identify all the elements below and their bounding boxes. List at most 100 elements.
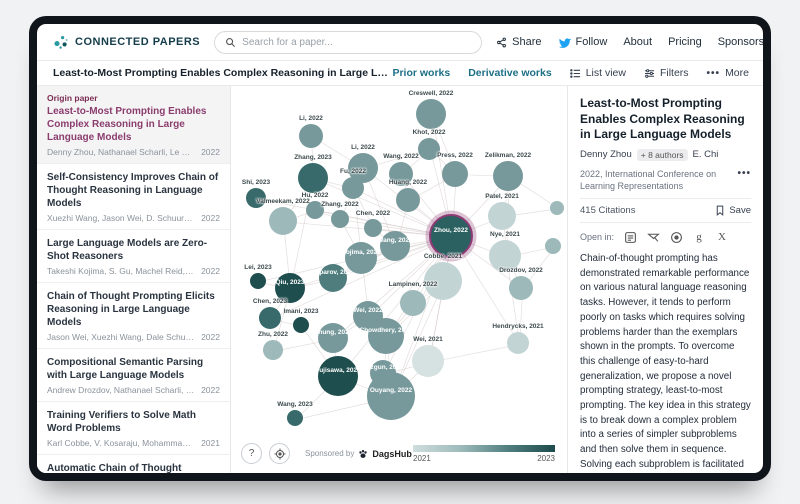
logo[interactable]: CONNECTED PAPERS xyxy=(53,34,200,50)
graph-node[interactable] xyxy=(367,372,415,420)
graph-node[interactable] xyxy=(293,317,309,333)
graph-node[interactable] xyxy=(306,201,324,219)
graph-node[interactable] xyxy=(418,138,440,160)
legend-gradient-bar xyxy=(413,445,555,452)
main-content: Origin paper Least-to-Most Prompting Ena… xyxy=(37,86,763,473)
paper-list-item[interactable]: Chain of Thought Prompting Elicits Reaso… xyxy=(37,283,230,349)
graph-node[interactable] xyxy=(488,202,516,230)
graph-node[interactable] xyxy=(299,124,323,148)
graph-node[interactable] xyxy=(509,276,533,300)
header-nav: Share Follow About Pricing xyxy=(496,32,763,53)
graph-node[interactable] xyxy=(318,356,358,396)
search-bar[interactable] xyxy=(214,30,483,54)
connected-papers-app: CONNECTED PAPERS xyxy=(37,24,763,473)
save-button[interactable]: Save xyxy=(715,205,751,216)
open-in-label: Open in: xyxy=(580,232,615,243)
graph-node[interactable] xyxy=(342,177,364,199)
graph-node[interactable] xyxy=(364,219,382,237)
logo-dots-icon xyxy=(53,34,69,50)
graph-node[interactable] xyxy=(493,161,523,191)
legend-start-year: 2021 xyxy=(413,454,431,463)
origin-paper-label: Origin paper xyxy=(47,93,98,103)
citations-row: 415 Citations Save xyxy=(580,198,751,224)
paper-reader-icon[interactable] xyxy=(623,230,637,244)
paper-details-panel: Least-to-Most Prompting Enables Complex … xyxy=(567,86,763,473)
graph-node[interactable] xyxy=(250,273,266,289)
graph-node[interactable] xyxy=(287,410,303,426)
graph-node[interactable] xyxy=(507,332,529,354)
help-button[interactable]: ? xyxy=(241,443,262,464)
twitter-icon xyxy=(558,36,571,49)
doi-icon[interactable] xyxy=(669,230,683,244)
save-label: Save xyxy=(729,205,751,217)
sponsors-link[interactable]: Sponsors xyxy=(718,36,763,48)
author-link[interactable]: E. Chi xyxy=(692,149,719,161)
graph-node[interactable] xyxy=(345,242,377,274)
pricing-label: Pricing xyxy=(668,36,702,48)
graph-node[interactable] xyxy=(489,240,521,272)
paper-item-authors: Xuezhi Wang, Jason Wei, D. Schuurmans,..… xyxy=(47,213,202,223)
share-label: Share xyxy=(512,36,542,48)
graph-node[interactable] xyxy=(416,99,446,129)
paper-list-item[interactable]: Automatic Chain of Thought Prompting in … xyxy=(37,455,230,473)
graph-node[interactable] xyxy=(550,201,564,215)
graph-node[interactable] xyxy=(319,264,347,292)
paper-item-meta: Takeshi Kojima, S. Gu, Machel Reid, Yuta… xyxy=(47,266,220,276)
paper-list-sidebar: Origin paper Least-to-Most Prompting Ena… xyxy=(37,86,231,473)
about-link[interactable]: About xyxy=(623,36,652,48)
paper-list-item[interactable]: Compositional Semantic Parsing with Larg… xyxy=(37,349,230,402)
semantic-scholar-icon[interactable] xyxy=(646,230,660,244)
graph-node[interactable] xyxy=(298,163,328,193)
paper-list-item[interactable]: Origin paper Least-to-Most Prompting Ena… xyxy=(37,86,230,164)
filters-button[interactable]: Filters xyxy=(644,67,689,79)
graph-node[interactable] xyxy=(396,188,420,212)
graph-node[interactable] xyxy=(331,210,349,228)
graph-node[interactable] xyxy=(318,323,348,353)
paper-item-title: Large Language Models are Zero-Shot Reas… xyxy=(47,238,208,262)
paper-options-button[interactable]: ••• xyxy=(737,167,751,179)
graph-node[interactable] xyxy=(275,273,305,303)
graph-node[interactable] xyxy=(545,238,561,254)
follow-button[interactable]: Follow xyxy=(558,36,607,49)
app-header: CONNECTED PAPERS xyxy=(37,24,763,61)
graph-node[interactable] xyxy=(400,290,426,316)
sponsored-by-label: Sponsored by xyxy=(305,449,355,458)
share-button[interactable]: Share xyxy=(496,36,542,48)
graph-node-origin[interactable] xyxy=(429,214,473,258)
search-input[interactable] xyxy=(242,36,472,48)
paper-item-title: Compositional Semantic Parsing with Larg… xyxy=(47,357,204,381)
more-button[interactable]: ••• More xyxy=(707,67,749,79)
graph-node[interactable] xyxy=(380,231,410,261)
graph-node[interactable] xyxy=(246,188,266,208)
paper-list-item[interactable]: Self-Consistency Improves Chain of Thoug… xyxy=(37,164,230,230)
device-frame: CONNECTED PAPERS xyxy=(29,16,771,481)
graph-node[interactable] xyxy=(412,345,444,377)
paper-list-item[interactable]: Large Language Models are Zero-Shot Reas… xyxy=(37,230,230,283)
sponsor-credit[interactable]: Sponsored by DagsHub xyxy=(305,449,412,459)
pricing-link[interactable]: Pricing xyxy=(668,36,702,48)
prior-works-link[interactable]: Prior works xyxy=(392,67,451,79)
graph-node[interactable] xyxy=(269,207,297,235)
paper-item-meta: Andrew Drozdov, Nathanael Scharli, Ekin.… xyxy=(47,385,220,395)
arxiv-icon[interactable]: X xyxy=(718,231,726,244)
graph-node[interactable] xyxy=(389,162,413,186)
graph-node[interactable] xyxy=(442,161,468,187)
dagshub-logo-icon xyxy=(358,449,368,459)
venue-row: 2022, International Conference on Learni… xyxy=(580,168,751,192)
author-link[interactable]: Denny Zhou xyxy=(580,149,632,161)
filters-icon xyxy=(644,68,655,79)
more-authors-badge[interactable]: + 8 authors xyxy=(636,148,688,161)
legend-end-year: 2023 xyxy=(537,454,555,463)
list-view-button[interactable]: List view xyxy=(569,67,626,79)
derivative-works-link[interactable]: Derivative works xyxy=(468,67,552,79)
recenter-button[interactable] xyxy=(269,443,290,464)
graph-node[interactable] xyxy=(368,318,404,354)
graph-node[interactable] xyxy=(259,307,281,329)
graph-node[interactable] xyxy=(263,340,283,360)
paper-list-item[interactable]: Training Verifiers to Solve Math Word Pr… xyxy=(37,402,230,455)
citation-graph[interactable]: ? Sponsored by xyxy=(231,86,567,473)
google-scholar-icon[interactable]: g xyxy=(696,231,702,244)
logo-text: CONNECTED PAPERS xyxy=(75,36,201,48)
graph-node[interactable] xyxy=(424,262,462,300)
paper-toolbar: Least-to-Most Prompting Enables Complex … xyxy=(37,61,763,86)
